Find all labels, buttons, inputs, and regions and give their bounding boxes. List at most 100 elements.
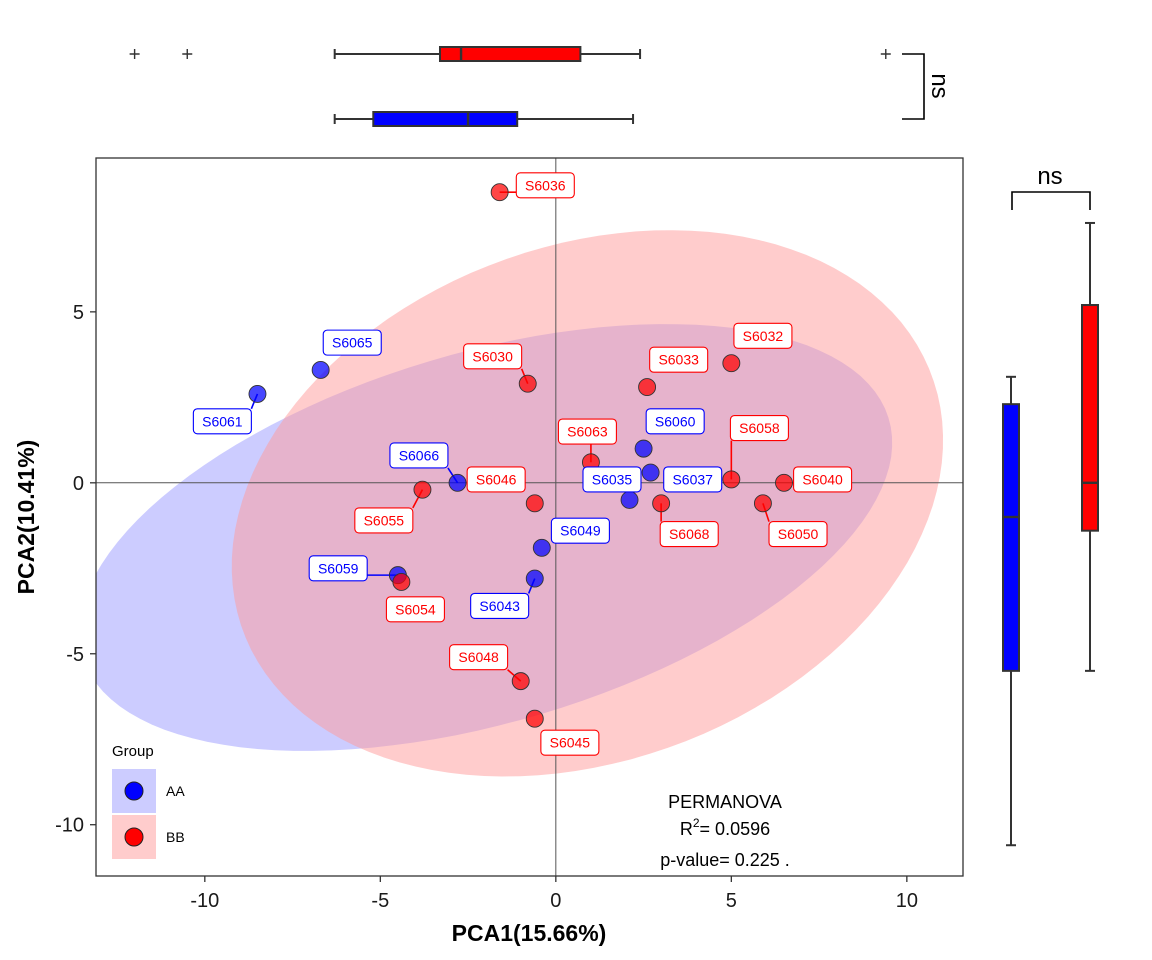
label-text: S6049 bbox=[560, 523, 601, 539]
label-box bbox=[389, 442, 449, 469]
label-box bbox=[733, 322, 793, 349]
label-box bbox=[729, 415, 789, 442]
top-significance-bracket bbox=[902, 53, 925, 120]
r2-superscript: 2 bbox=[693, 816, 700, 830]
box bbox=[372, 111, 519, 127]
x-tick-label: -10 bbox=[190, 890, 219, 912]
right-significance: ns bbox=[1011, 163, 1091, 210]
label-s6063: S6063 bbox=[557, 418, 617, 445]
label-s6035: S6035 bbox=[582, 466, 642, 493]
point-s6060 bbox=[634, 439, 653, 458]
point-s6054 bbox=[392, 573, 411, 591]
label-text: S6030 bbox=[472, 348, 513, 364]
label-text: S6059 bbox=[318, 560, 359, 576]
top-marginal-boxplot bbox=[129, 46, 891, 127]
ellipse-bb bbox=[231, 230, 944, 777]
point-s6032 bbox=[722, 354, 741, 373]
outlier bbox=[880, 49, 891, 59]
label-s6065: S6065 bbox=[322, 329, 382, 356]
label-box bbox=[659, 521, 719, 548]
label-box bbox=[470, 592, 530, 619]
label-text: S6043 bbox=[479, 598, 520, 614]
legend-title: Group bbox=[112, 743, 154, 760]
label-s6061: S6061 bbox=[192, 408, 252, 435]
r2-prefix: R bbox=[680, 819, 693, 839]
label-box bbox=[582, 466, 642, 493]
permanova-r2: R2= 0.0596 bbox=[680, 816, 770, 839]
label-s6066: S6066 bbox=[389, 442, 449, 469]
label-text: S6035 bbox=[592, 471, 633, 487]
right-box-aa bbox=[1002, 375, 1020, 847]
label-box bbox=[322, 329, 382, 356]
label-s6054: S6054 bbox=[385, 596, 445, 623]
label-text: S6058 bbox=[739, 420, 780, 436]
label-text: S6061 bbox=[202, 413, 243, 429]
legend: Group AA BB bbox=[112, 743, 185, 859]
point-labels: S6061 S6065 S6066 S6059 S6043 S6049 S6035 S6037… bbox=[192, 172, 853, 756]
label-box bbox=[308, 555, 368, 582]
outlier bbox=[129, 49, 140, 59]
point-s6030 bbox=[518, 374, 537, 393]
label-box bbox=[192, 408, 252, 435]
permanova-annotation: PERMANOVA R2= 0.0596 p-value= 0.225 . bbox=[660, 792, 790, 870]
y-tick-label: -10 bbox=[55, 815, 84, 837]
point-s6045 bbox=[525, 709, 544, 728]
label-s6046: S6046 bbox=[466, 466, 526, 493]
legend-swatch-aa bbox=[124, 781, 144, 801]
label-text: S6066 bbox=[399, 447, 440, 463]
legend-swatch-bb bbox=[124, 827, 144, 847]
point-s6068 bbox=[652, 494, 671, 513]
point-s6033 bbox=[638, 378, 657, 397]
legend-label-aa: AA bbox=[166, 783, 185, 799]
point-s6046 bbox=[525, 494, 544, 513]
label-box bbox=[449, 644, 509, 671]
label-s6055: S6055 bbox=[354, 507, 414, 534]
label-box bbox=[649, 346, 709, 373]
top-significance: ns bbox=[902, 53, 953, 120]
label-box bbox=[663, 466, 723, 493]
label-box bbox=[645, 408, 705, 435]
box bbox=[1002, 403, 1020, 672]
point-s6035 bbox=[620, 490, 639, 509]
r2-value: = 0.0596 bbox=[700, 819, 771, 839]
y-tick-label: 0 bbox=[73, 473, 84, 495]
label-text: S6046 bbox=[476, 471, 517, 487]
label-text: S6068 bbox=[669, 526, 710, 542]
label-s6043: S6043 bbox=[470, 592, 530, 619]
label-text: S6037 bbox=[672, 471, 713, 487]
label-s6048: S6048 bbox=[449, 644, 509, 671]
y-tick-label: 5 bbox=[73, 302, 84, 324]
box bbox=[438, 46, 582, 62]
label-text: S6065 bbox=[332, 335, 373, 351]
label-box bbox=[385, 596, 445, 623]
permanova-pvalue: p-value= 0.225 . bbox=[660, 850, 790, 870]
top-box-aa bbox=[333, 111, 635, 127]
label-text: S6063 bbox=[567, 424, 608, 440]
label-s6059: S6059 bbox=[308, 555, 368, 582]
label-s6049: S6049 bbox=[550, 517, 610, 544]
label-s6040: S6040 bbox=[793, 466, 853, 493]
label-s6032: S6032 bbox=[733, 322, 793, 349]
label-text: S6060 bbox=[655, 413, 696, 429]
label-text: S6055 bbox=[364, 512, 405, 528]
label-box bbox=[463, 343, 523, 370]
point-s6049 bbox=[532, 538, 551, 557]
label-text: S6048 bbox=[458, 649, 499, 665]
label-text: S6033 bbox=[658, 352, 699, 368]
right-marginal-boxplot bbox=[1002, 221, 1099, 847]
label-s6058: S6058 bbox=[729, 415, 789, 442]
top-box-bb bbox=[129, 46, 891, 62]
label-s6050: S6050 bbox=[768, 521, 828, 548]
label-box bbox=[466, 466, 526, 493]
label-s6037: S6037 bbox=[663, 466, 723, 493]
point-s6058 bbox=[722, 470, 741, 489]
point-s6066 bbox=[448, 473, 467, 492]
label-text: S6045 bbox=[550, 735, 591, 751]
permanova-title: PERMANOVA bbox=[668, 792, 782, 812]
label-s6068: S6068 bbox=[659, 521, 719, 548]
x-axis-title: PCA1(15.66%) bbox=[452, 920, 607, 946]
y-axis: -10 -5 0 5 bbox=[55, 302, 96, 837]
top-significance-label: ns bbox=[926, 73, 953, 98]
point-s6043 bbox=[525, 569, 544, 588]
label-s6060: S6060 bbox=[645, 408, 705, 435]
